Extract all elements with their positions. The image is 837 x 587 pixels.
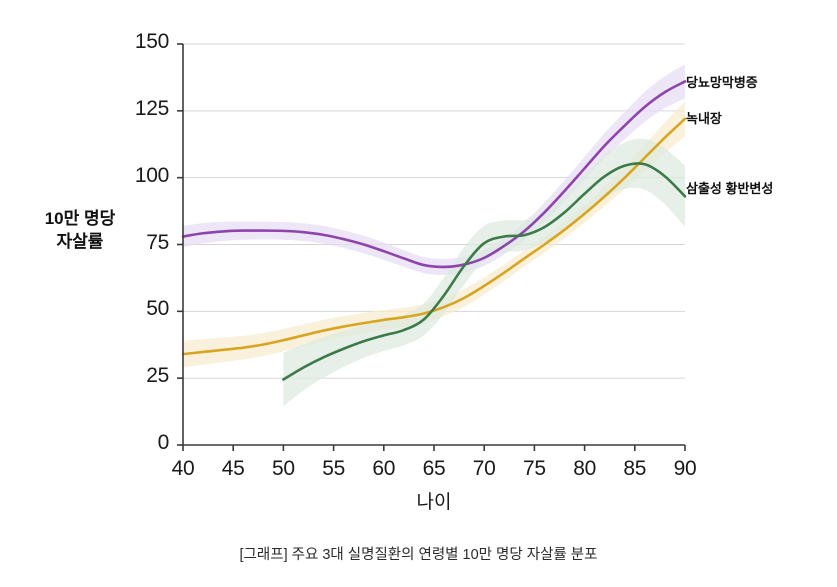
x-tick-label: 50 xyxy=(272,457,295,480)
x-tick-label: 70 xyxy=(472,457,496,480)
y-tick-label: 75 xyxy=(146,230,169,254)
y-tick-label: 125 xyxy=(134,96,169,120)
y-tick-label: 50 xyxy=(146,297,169,321)
x-tick-label: 85 xyxy=(623,457,647,480)
series-label-2: 녹내장 xyxy=(686,111,722,126)
gridlines xyxy=(183,43,685,379)
series-lines xyxy=(181,80,687,381)
y-tick-label: 100 xyxy=(134,163,169,187)
x-tick-label: 60 xyxy=(372,457,396,480)
x-tick-label: 45 xyxy=(221,457,245,480)
x-tick-label: 55 xyxy=(322,457,345,480)
x-tick-label: 90 xyxy=(673,457,697,480)
series-label-3: 삼출성 황반변성 xyxy=(686,181,774,196)
y-axis-title-line-1: 10만 명당 xyxy=(44,209,116,228)
series-label-1: 당뇨망막병증 xyxy=(686,75,758,90)
x-tick-label: 80 xyxy=(573,457,596,480)
figure-caption: [그래프] 주요 3대 실명질환의 연령별 10만 명당 자살률 분포 xyxy=(239,547,598,563)
y-tick-label: 150 xyxy=(134,30,169,53)
x-tick-label: 40 xyxy=(171,457,195,480)
x-tick-label: 75 xyxy=(523,457,546,480)
x-axis-title: 나이 xyxy=(416,492,452,513)
axis-ticks xyxy=(177,43,686,451)
confidence-bands xyxy=(183,64,685,407)
y-tick-label: 0 xyxy=(157,431,170,454)
x-tick-label: 65 xyxy=(422,457,446,480)
y-tick-label: 25 xyxy=(146,364,169,388)
y-axis-title: 10만 명당 자살률 xyxy=(20,208,140,254)
y-axis-title-line-2: 자살률 xyxy=(56,231,104,251)
